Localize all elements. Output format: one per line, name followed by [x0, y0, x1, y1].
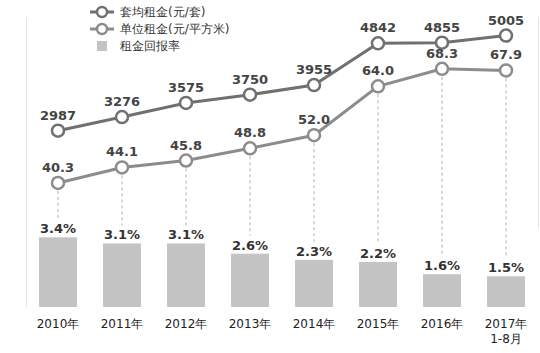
- data-label: 2.2%: [360, 246, 396, 261]
- marker: [436, 63, 448, 75]
- axis-line: [26, 18, 27, 230]
- marker: [180, 155, 192, 167]
- marker: [372, 37, 384, 49]
- data-label: 45.8: [170, 138, 202, 153]
- bars: [39, 237, 525, 307]
- bar: [487, 276, 525, 307]
- tick-label: 2013年: [229, 317, 272, 331]
- marker: [244, 142, 256, 154]
- tick: 2014年: [293, 313, 336, 331]
- data-label: 3575: [168, 80, 204, 95]
- legend-label: 单位租金(元/平方米): [120, 22, 229, 36]
- bar-labels: 3.4% 3.1% 3.1% 2.6% 2.3% 2.2% 1.6% 1.5%: [40, 221, 524, 275]
- data-label: 44.1: [106, 144, 138, 159]
- tick: 2012年: [165, 313, 208, 331]
- tick: 2010年: [37, 313, 80, 331]
- y2-axis: [538, 18, 539, 230]
- marker: [180, 97, 192, 109]
- data-label: 3750: [232, 72, 268, 87]
- legend-label: 租金回报率: [120, 39, 180, 53]
- drop-line: [314, 143, 315, 242]
- bar: [359, 262, 397, 307]
- data-label: 5005: [488, 13, 524, 28]
- drop-line: [186, 169, 187, 226]
- legend-marker: [97, 7, 107, 17]
- legend-label: 套均租金(元/套): [120, 5, 205, 19]
- tick-label: 2017年1-8月: [485, 317, 528, 347]
- data-label: 2.3%: [296, 244, 332, 259]
- data-label: 4842: [360, 20, 396, 35]
- data-label: 48.8: [234, 125, 266, 140]
- drop-line: [442, 77, 443, 256]
- tick: 2017年1-8月: [485, 313, 528, 346]
- legend-swatch: [97, 41, 107, 51]
- bar: [39, 237, 77, 307]
- line: [58, 69, 506, 183]
- tick-label: 2010年: [37, 317, 80, 331]
- bar: [295, 260, 333, 307]
- legend-marker: [97, 24, 107, 34]
- data-label: 3.4%: [40, 221, 76, 236]
- drop-line: [250, 156, 251, 235]
- x-axis: 2010年 2011年 2012年 2013年 2014年 2015年 2016年 2017年…: [37, 313, 528, 346]
- data-label: 40.3: [42, 160, 74, 175]
- drop-line: [506, 78, 507, 258]
- marker: [372, 80, 384, 92]
- legend: 套均租金(元/套) 单位租金(元/平方米) 租金回报率: [90, 5, 229, 53]
- lines: [52, 30, 512, 189]
- bar: [231, 254, 269, 307]
- data-label: 2.6%: [232, 238, 268, 253]
- tick-label: 2015年: [357, 317, 400, 331]
- drop-line: [122, 175, 123, 225]
- tick-label: 2014年: [293, 317, 336, 331]
- tick: 2015年: [357, 313, 400, 331]
- data-label: 68.3: [426, 46, 458, 61]
- marker: [116, 161, 128, 173]
- data-label: 2987: [40, 108, 76, 123]
- data-label: 1.6%: [424, 258, 460, 273]
- data-label: 52.0: [298, 112, 330, 127]
- legend-item: 单位租金(元/平方米): [90, 22, 229, 36]
- bar: [167, 243, 205, 307]
- axis-line: [26, 226, 27, 308]
- line: [58, 36, 506, 131]
- y-axis: [26, 18, 27, 230]
- drop-lines: [58, 77, 506, 258]
- data-label: 64.0: [362, 63, 394, 78]
- marker: [308, 79, 320, 91]
- marker: [500, 64, 512, 76]
- marker: [116, 111, 128, 123]
- data-label: 1.5%: [488, 260, 524, 275]
- marker: [244, 89, 256, 101]
- drop-line: [378, 94, 379, 244]
- marker: [500, 30, 512, 42]
- data-label: 3955: [296, 62, 332, 77]
- bar: [103, 243, 141, 307]
- bar-y-axis: [26, 226, 27, 308]
- chart: 3.4% 3.1% 3.1% 2.6% 2.3% 2.2% 1.6% 1.5% 2987 3276…: [0, 0, 540, 353]
- legend-item: 租金回报率: [97, 39, 180, 53]
- marker: [52, 125, 64, 137]
- marker: [308, 129, 320, 141]
- data-label: 67.9: [490, 47, 522, 62]
- bar: [423, 274, 461, 307]
- tick: 2016年: [421, 313, 464, 331]
- data-label: 3.1%: [168, 227, 204, 242]
- drop-line: [58, 191, 59, 219]
- data-label: 3276: [104, 94, 140, 109]
- tick: 2013年: [229, 313, 272, 331]
- tick-label: 2012年: [165, 317, 208, 331]
- tick-label: 2016年: [421, 317, 464, 331]
- axis-line: [538, 18, 539, 230]
- data-label: 4855: [424, 20, 460, 35]
- tick-label: 2011年: [101, 317, 144, 331]
- data-label: 3.1%: [104, 227, 140, 242]
- marker: [52, 177, 64, 189]
- tick: 2011年: [101, 313, 144, 331]
- legend-item: 套均租金(元/套): [90, 5, 205, 19]
- line-labels: 2987 3276 3575 3750 3955 4842 4855 5005 40.3 44.1…: [40, 13, 524, 175]
